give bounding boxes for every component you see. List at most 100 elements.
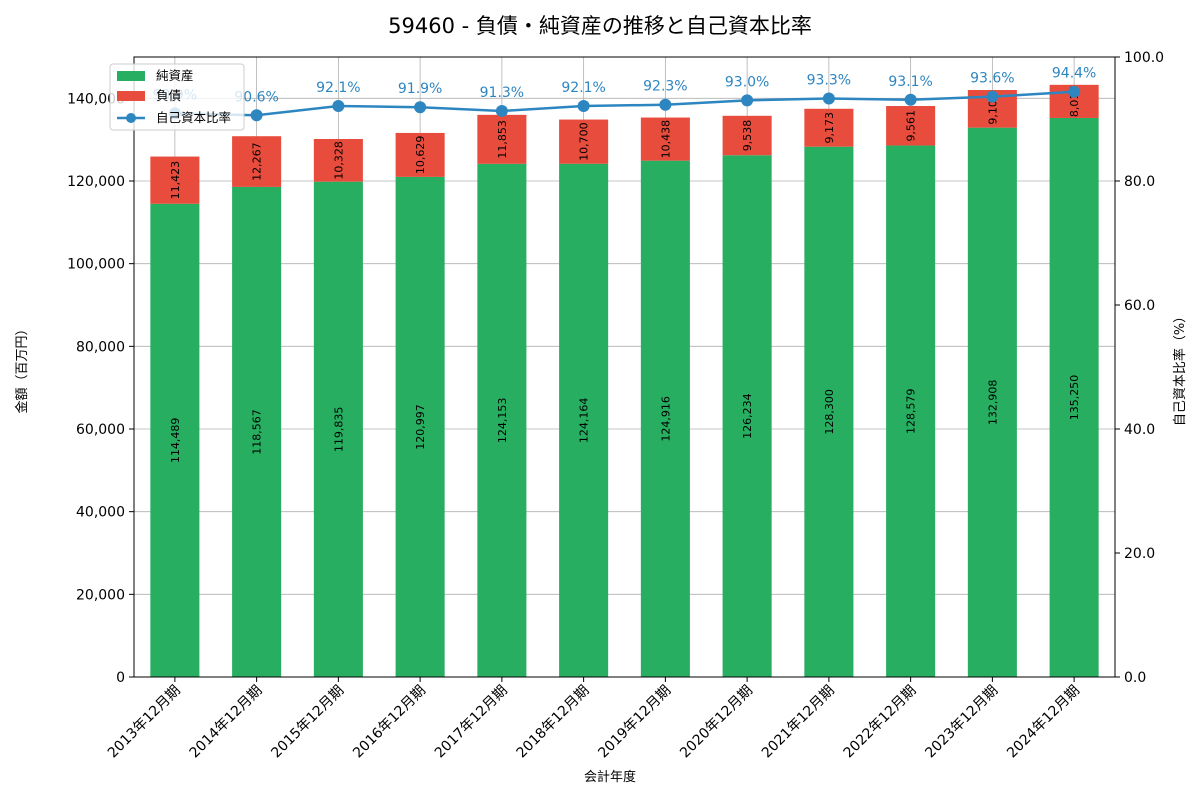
plot-frame	[133, 56, 1116, 678]
bar-net-assets	[232, 186, 282, 677]
bar-label-liabilities: 10,438	[659, 120, 672, 159]
bar-label-liabilities: 10,629	[414, 136, 427, 175]
bar-net-assets	[1049, 117, 1099, 677]
y-tick-label: 80,000	[76, 339, 125, 355]
ratio-point	[250, 109, 263, 122]
bar-label-liabilities: 10,328	[332, 141, 345, 180]
y-tick-label: 20,000	[76, 587, 125, 603]
legend-swatch-net-assets	[117, 71, 145, 81]
bar-label-net-assets: 120,997	[414, 404, 427, 450]
bar-label-net-assets: 124,916	[659, 396, 672, 442]
bar-liabilities	[722, 115, 772, 156]
x-tick-label: 2019年12月期	[595, 683, 674, 762]
x-tick-label: 2018年12月期	[514, 683, 593, 762]
y2-tick-label: 80.0	[1124, 174, 1155, 190]
bar-label-net-assets: 124,153	[496, 398, 509, 444]
y-axis-label: 金額（百万円）	[14, 322, 30, 413]
bar-label-net-assets: 128,300	[823, 389, 836, 435]
y2-tick-label: 0.0	[1124, 670, 1146, 686]
chart-title: 59460 - 負債・純資産の推移と自己資本比率	[388, 14, 812, 38]
ratio-value-label: 93.6%	[970, 71, 1014, 87]
bar-label-liabilities: 9,538	[741, 120, 754, 152]
ratio-value-label: 93.0%	[725, 74, 769, 90]
y2-tick-label: 40.0	[1124, 422, 1155, 438]
y-tick-label: 0	[116, 670, 125, 686]
bar-label-net-assets: 114,489	[169, 418, 182, 464]
x-tick-label: 2017年12月期	[432, 683, 511, 762]
legend-marker-ratio	[126, 113, 136, 123]
bar-label-net-assets: 118,567	[251, 409, 264, 455]
bar-label-liabilities: 11,853	[496, 120, 509, 159]
x-tick-label: 2013年12月期	[105, 683, 184, 762]
y2-axis-label: 自己資本比率（%）	[1172, 310, 1188, 426]
bar-net-assets	[395, 176, 445, 677]
y-tick-label: 120,000	[67, 174, 125, 190]
bar-label-net-assets: 126,234	[741, 393, 754, 439]
bar-label-net-assets: 135,250	[1068, 375, 1081, 421]
bar-liabilities	[804, 108, 854, 147]
ratio-value-label: 90.6%	[234, 89, 278, 105]
y2-tick-label: 60.0	[1124, 298, 1155, 314]
y2-tick-label: 100.0	[1124, 50, 1164, 66]
y-tick-label: 60,000	[76, 422, 125, 438]
bar-label-liabilities: 11,423	[169, 161, 182, 200]
legend-label-ratio: 自己資本比率	[156, 110, 231, 125]
x-tick-label: 2015年12月期	[268, 683, 347, 762]
ratio-point	[659, 98, 672, 111]
x-tick-label: 2022年12月期	[841, 683, 920, 762]
ratio-line	[174, 90, 1075, 117]
bar-label-liabilities: 10,700	[578, 122, 591, 161]
bar-net-assets	[477, 163, 527, 678]
y2-tick-label: 20.0	[1124, 546, 1155, 562]
x-tick-label: 2014年12月期	[187, 683, 266, 762]
bar-label-liabilities: 9,173	[823, 112, 836, 144]
bar-net-assets	[722, 155, 772, 678]
y-tick-label: 40,000	[76, 505, 125, 521]
bar-net-assets	[967, 127, 1017, 678]
ratio-point	[577, 99, 590, 112]
bar-label-net-assets: 128,579	[905, 389, 918, 435]
ratio-line-layer: 90.9%90.6%92.1%91.9%91.3%92.1%92.3%93.0%…	[153, 66, 1096, 122]
ratio-point	[414, 101, 427, 114]
legend-label-liabilities: 負債	[156, 88, 181, 103]
bar-liabilities	[313, 138, 363, 182]
bar-label-net-assets: 124,164	[578, 398, 591, 444]
bar-net-assets	[886, 145, 936, 677]
bar-net-assets	[804, 146, 854, 677]
ratio-value-label: 92.1%	[316, 80, 360, 96]
ratio-value-label: 93.1%	[888, 74, 932, 90]
bar-net-assets	[640, 160, 690, 677]
ratio-point	[332, 99, 345, 112]
ratio-value-label: 94.4%	[1052, 66, 1096, 82]
bar-label-net-assets: 132,908	[986, 380, 999, 426]
bar-liabilities	[232, 136, 282, 187]
bar-net-assets	[150, 203, 200, 677]
legend-swatch-liabilities	[117, 91, 145, 101]
ratio-value-label: 91.9%	[398, 81, 442, 97]
x-tick-label: 2023年12月期	[922, 683, 1001, 762]
bar-label-liabilities: 12,267	[251, 142, 264, 181]
legend-label-net-assets: 純資産	[156, 68, 194, 83]
ratio-value-label: 93.3%	[807, 73, 851, 89]
ratio-point	[495, 104, 508, 117]
ratio-point	[1068, 85, 1081, 98]
ratio-point	[741, 94, 754, 107]
bar-net-assets	[559, 163, 609, 677]
bar-label-liabilities: 9,561	[905, 110, 918, 142]
x-tick-label: 2024年12月期	[1004, 683, 1083, 762]
bar-liabilities	[395, 132, 445, 177]
bar-net-assets	[313, 181, 363, 677]
bar-label-net-assets: 119,835	[332, 407, 345, 453]
ratio-value-label: 92.3%	[643, 79, 687, 95]
bar-liabilities	[559, 119, 609, 164]
bars-layer: 114,489 11,423 118,567 12,267 119,835 10,328 1…	[150, 84, 1099, 678]
ratio-point	[986, 90, 999, 103]
bar-liabilities	[150, 156, 200, 204]
bar-liabilities	[477, 114, 527, 164]
x-tick-label: 2016年12月期	[350, 683, 429, 762]
bar-liabilities	[886, 106, 936, 146]
ratio-value-label: 92.1%	[561, 80, 605, 96]
ratio-point	[822, 92, 835, 105]
